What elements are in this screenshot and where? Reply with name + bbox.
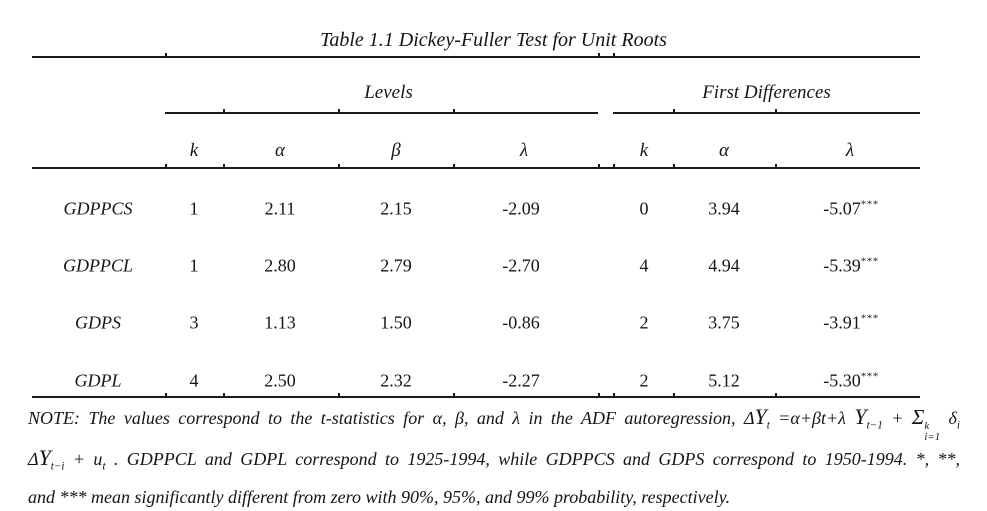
cell-l_b: 2.79 xyxy=(380,255,412,276)
cell-l_l: -2.09 xyxy=(502,198,540,219)
col-header-fd-lambda: λ xyxy=(845,140,855,161)
cell-f_k: 2 xyxy=(639,312,649,333)
column-boundary-tick xyxy=(613,393,615,398)
cell-f_a: 3.75 xyxy=(708,312,740,333)
note-line: ΔYt−i + ut . GDPPCL and GDPL correspond … xyxy=(28,444,961,473)
column-boundary-tick xyxy=(165,53,167,58)
cell-label: GDPPCS xyxy=(63,198,133,219)
table-title: Table 1.1 Dickey-Fuller Test for Unit Ro… xyxy=(320,29,667,51)
cell-f_l: -5.07*** xyxy=(823,198,879,219)
col-header-levels-beta: β xyxy=(391,140,401,161)
cell-f_k: 2 xyxy=(639,370,649,391)
cell-l_b: 2.15 xyxy=(380,198,412,219)
cell-label: GDPPCL xyxy=(62,255,133,276)
cell-l_a: 1.13 xyxy=(264,312,296,333)
column-boundary-tick xyxy=(673,109,675,114)
significance-stars: *** xyxy=(860,255,879,268)
group-header-first-differences: First Differences xyxy=(702,82,831,103)
column-boundary-tick xyxy=(598,53,600,58)
column-boundary-tick xyxy=(673,164,675,169)
rule-fd-group xyxy=(613,109,920,114)
column-boundary-tick xyxy=(613,53,615,58)
significance-stars: *** xyxy=(860,312,879,325)
column-boundary-tick xyxy=(453,393,455,398)
cell-f_a: 4.94 xyxy=(708,255,740,276)
cell-l_a: 2.11 xyxy=(264,198,296,219)
cell-f_a: 3.94 xyxy=(708,198,740,219)
column-boundary-tick xyxy=(165,164,167,169)
table-row: GDPPCL 1 2.80 2.79 -2.70 4 4.94 -5.39*** xyxy=(0,237,987,294)
cell-f_a: 5.12 xyxy=(708,370,740,391)
col-header-fd-alpha: α xyxy=(719,140,729,161)
cell-label: GDPL xyxy=(74,370,122,391)
cell-l_b: 2.32 xyxy=(380,370,412,391)
column-boundary-tick xyxy=(338,109,340,114)
note-line: and *** mean significantly different fro… xyxy=(28,487,731,508)
column-boundary-tick xyxy=(775,393,777,398)
cell-f_l: -5.30*** xyxy=(823,369,879,391)
column-boundary-tick xyxy=(338,393,340,398)
significance-stars: *** xyxy=(860,369,879,382)
cell-l_a: 2.50 xyxy=(264,370,296,391)
group-header-levels: Levels xyxy=(364,82,413,103)
column-boundary-tick xyxy=(453,164,455,169)
cell-l_k: 4 xyxy=(189,370,199,391)
column-boundary-tick xyxy=(223,393,225,398)
cell-f_l: -5.39*** xyxy=(823,255,879,276)
cell-f_k: 0 xyxy=(639,198,649,219)
column-boundary-tick xyxy=(775,164,777,169)
col-header-fd-k: k xyxy=(639,140,649,161)
column-boundary-tick xyxy=(223,164,225,169)
cell-l_l: -0.86 xyxy=(502,312,540,333)
cell-f_k: 4 xyxy=(639,255,649,276)
rule-header-bottom xyxy=(32,164,920,169)
cell-l_k: 1 xyxy=(189,198,199,219)
note-line: NOTE: The values correspond to the t-sta… xyxy=(28,404,960,444)
rule-levels-group xyxy=(165,109,598,114)
column-boundary-tick xyxy=(453,109,455,114)
cell-label: GDPS xyxy=(75,312,121,333)
column-boundary-tick xyxy=(598,393,600,398)
table-row: GDPS 3 1.13 1.50 -0.86 2 3.75 -3.91*** xyxy=(0,295,987,352)
cell-l_b: 1.50 xyxy=(380,312,412,333)
table-row: GDPL 4 2.50 2.32 -2.27 2 5.12 -5.30*** xyxy=(0,352,987,409)
column-boundary-tick xyxy=(165,393,167,398)
cell-l_l: -2.27 xyxy=(502,370,540,391)
column-boundary-tick xyxy=(673,393,675,398)
table-row: GDPPCS 1 2.11 2.15 -2.09 0 3.94 -5.07*** xyxy=(0,180,987,237)
cell-l_l: -2.70 xyxy=(502,255,540,276)
column-boundary-tick xyxy=(598,164,600,169)
col-header-levels-lambda: λ xyxy=(519,140,529,161)
col-header-levels-alpha: α xyxy=(275,140,285,161)
col-header-levels-k: k xyxy=(189,140,199,161)
rule-table-bottom xyxy=(32,393,920,398)
column-boundary-tick xyxy=(613,164,615,169)
column-boundary-tick xyxy=(775,109,777,114)
table-note: NOTE: The values correspond to the t-sta… xyxy=(28,403,960,511)
cell-l_k: 1 xyxy=(189,255,199,276)
column-boundary-tick xyxy=(223,109,225,114)
cell-l_a: 2.80 xyxy=(264,255,296,276)
rule-top-border xyxy=(32,53,920,58)
cell-l_k: 3 xyxy=(189,312,199,333)
cell-f_l: -3.91*** xyxy=(823,312,879,333)
column-boundary-tick xyxy=(338,164,340,169)
significance-stars: *** xyxy=(860,198,879,211)
